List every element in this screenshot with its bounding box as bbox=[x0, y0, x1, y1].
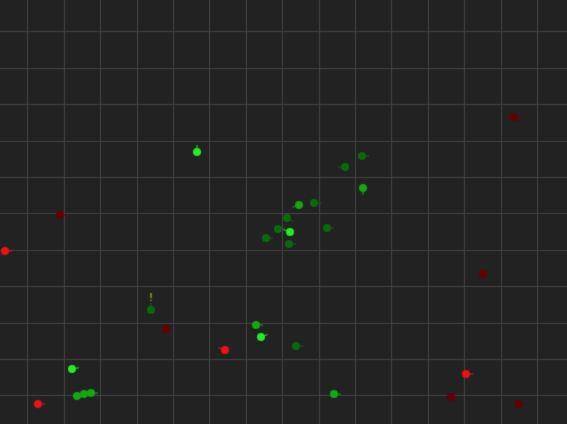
game-arena-canvas[interactable] bbox=[0, 0, 567, 424]
